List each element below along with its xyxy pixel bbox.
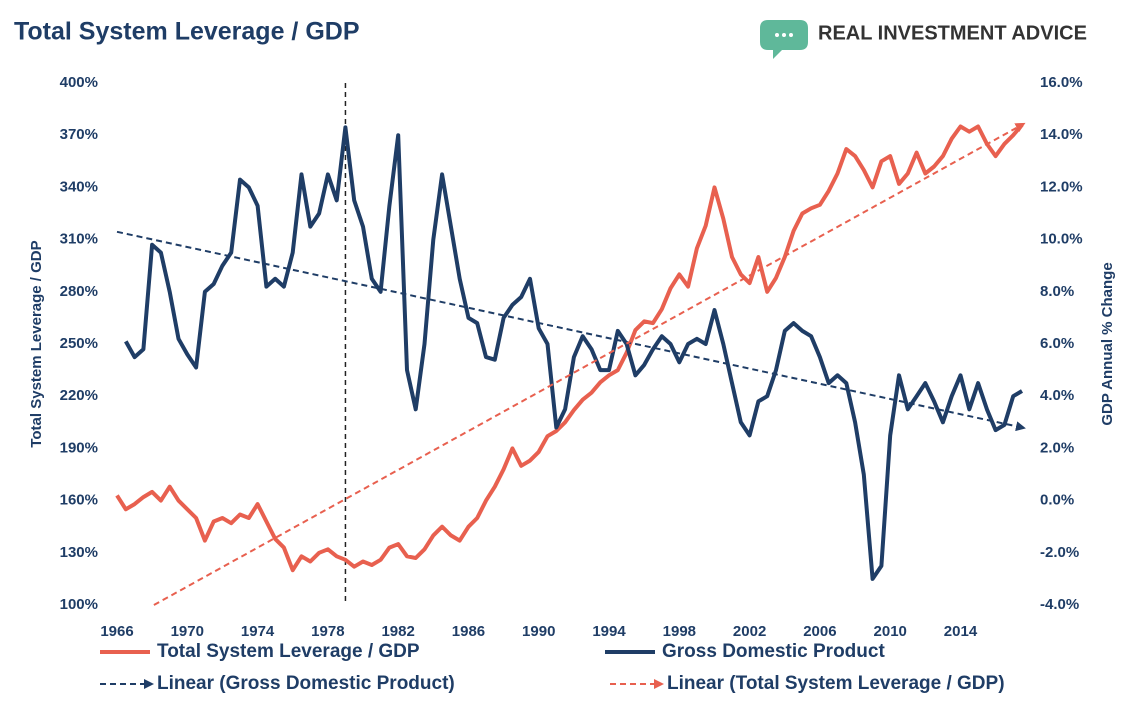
x-tick-label: 1978	[311, 623, 344, 640]
y2-axis-title: GDP Annual % Change	[1099, 262, 1116, 425]
x-tick-label: 1970	[171, 623, 204, 640]
x-tick-label: 2014	[944, 623, 978, 640]
y-tick-label: 190%	[60, 439, 98, 456]
y2-tick-label: 14.0%	[1040, 126, 1083, 143]
y-axis-title: Total System Leverage / GDP	[28, 240, 45, 447]
y-tick-label: 340%	[60, 178, 98, 195]
logo-icon	[760, 20, 808, 59]
y-tick-label: 310%	[60, 231, 98, 248]
y2-tick-label: 8.0%	[1040, 283, 1074, 300]
y2-tick-label: 16.0%	[1040, 74, 1083, 91]
y2-tick-label: 0.0%	[1040, 492, 1074, 509]
x-tick-label: 1982	[381, 623, 414, 640]
y-tick-label: 220%	[60, 387, 98, 404]
logo-dot	[775, 33, 779, 37]
y-tick-label: 130%	[60, 544, 98, 561]
y-tick-label: 160%	[60, 492, 98, 509]
x-tick-label: 1974	[241, 623, 275, 640]
y2-tick-label: 2.0%	[1040, 439, 1074, 456]
trend-line	[116, 230, 1026, 432]
y2-tick-label: 10.0%	[1040, 231, 1083, 248]
y-tick-label: 100%	[60, 596, 98, 613]
y2-tick-label: -2.0%	[1040, 544, 1079, 561]
y2-tick-label: 4.0%	[1040, 387, 1074, 404]
x-tick-label: 1998	[663, 623, 696, 640]
chart-title: Total System Leverage / GDP	[14, 18, 360, 46]
x-tick-label: 2010	[874, 623, 907, 640]
series-line	[115, 123, 1024, 573]
y2-tick-label: 12.0%	[1040, 178, 1083, 195]
y-tick-label: 400%	[60, 74, 98, 91]
legend-label: Gross Domestic Product	[662, 641, 885, 662]
legend-label: Total System Leverage / GDP	[157, 641, 420, 662]
x-tick-label: 1986	[452, 623, 485, 640]
trend-line	[153, 122, 1026, 606]
logo-dot	[782, 33, 786, 37]
series-line	[124, 125, 1024, 581]
brand-name: REAL INVESTMENT ADVICE	[818, 22, 1087, 44]
y-tick-label: 250%	[60, 335, 98, 352]
y2-tick-label: -4.0%	[1040, 596, 1079, 613]
x-tick-label: 2002	[733, 623, 766, 640]
x-tick-label: 2006	[803, 623, 836, 640]
x-tick-label: 1966	[100, 623, 133, 640]
x-tick-label: 1994	[592, 623, 626, 640]
y-tick-label: 370%	[60, 126, 98, 143]
legend-label: Linear (Gross Domestic Product)	[157, 673, 455, 694]
logo-dot	[789, 33, 793, 37]
x-tick-label: 1990	[522, 623, 555, 640]
brand-logo: REAL INVESTMENT ADVICE	[760, 20, 1087, 59]
y2-tick-label: 6.0%	[1040, 335, 1074, 352]
legend-label: Linear (Total System Leverage / GDP)	[667, 673, 1005, 694]
y-tick-label: 280%	[60, 283, 98, 300]
